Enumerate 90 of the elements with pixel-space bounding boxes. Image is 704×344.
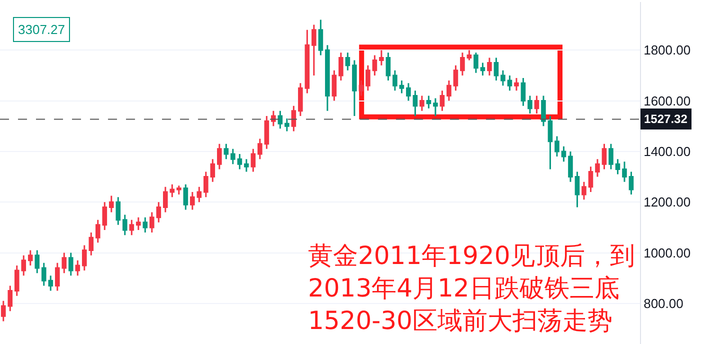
candlestick bbox=[34, 250, 40, 274]
y-tick-label: 1400.00 bbox=[644, 144, 691, 160]
candlestick bbox=[28, 250, 33, 266]
candlestick bbox=[528, 94, 532, 114]
candlestick bbox=[345, 52, 350, 72]
candlestick bbox=[122, 214, 128, 236]
candlestick bbox=[588, 166, 594, 193]
candlestick bbox=[379, 49, 384, 66]
candlestick bbox=[298, 82, 303, 117]
candlestick bbox=[406, 82, 411, 102]
candlestick bbox=[433, 98, 438, 117]
candlestick bbox=[176, 184, 182, 196]
annotation: 黄金2011年1920见顶后，到 2013年4月12日跌破铁三底 1520-30区域前大扫荡走势 bbox=[308, 241, 636, 335]
candlestick bbox=[264, 115, 270, 150]
candlestick bbox=[304, 29, 310, 94]
candlestick bbox=[358, 80, 364, 96]
candlestick bbox=[440, 90, 445, 112]
candlestick bbox=[325, 44, 330, 112]
candlestick bbox=[628, 170, 634, 196]
candlestick bbox=[386, 52, 391, 82]
y-tick-label: 1600.00 bbox=[644, 93, 691, 108]
candlestick bbox=[446, 80, 452, 102]
candlestick bbox=[608, 143, 614, 170]
candlestick bbox=[534, 94, 540, 114]
candlestick bbox=[190, 191, 195, 210]
candlestick bbox=[332, 70, 337, 102]
candlestick bbox=[453, 64, 458, 92]
candlestick bbox=[507, 74, 512, 92]
candlestick bbox=[514, 77, 519, 92]
candlestick bbox=[420, 94, 424, 112]
candlestick bbox=[568, 150, 573, 183]
candlestick bbox=[582, 181, 586, 200]
candlestick bbox=[399, 80, 404, 94]
candlestick bbox=[480, 62, 486, 76]
candlestick bbox=[426, 94, 432, 110]
candlestick bbox=[548, 115, 553, 170]
candlestick bbox=[520, 77, 526, 107]
candlestick bbox=[129, 219, 134, 236]
y-tick-label: 800.00 bbox=[644, 296, 684, 312]
y-tick-label: 1800.00 bbox=[644, 42, 691, 58]
candlestick bbox=[372, 54, 378, 76]
candlestick bbox=[230, 148, 236, 165]
candlestick bbox=[210, 158, 216, 183]
candlestick bbox=[541, 94, 546, 127]
candlestick bbox=[494, 56, 499, 82]
candlestick bbox=[561, 146, 566, 162]
candlestick bbox=[602, 143, 607, 170]
candlestick bbox=[392, 70, 398, 92]
candlestick bbox=[574, 170, 580, 208]
candlestick bbox=[250, 148, 256, 172]
candlestick bbox=[595, 158, 600, 178]
candlestick bbox=[136, 216, 141, 231]
candlestick bbox=[224, 143, 229, 160]
y-tick-label: 1000.00 bbox=[644, 245, 691, 260]
candlestick bbox=[183, 184, 188, 210]
candlestick bbox=[244, 158, 249, 172]
candlestick bbox=[204, 170, 208, 198]
candlestick bbox=[466, 49, 472, 62]
candlestick bbox=[318, 18, 324, 56]
candlestick bbox=[291, 105, 296, 132]
candlestick bbox=[615, 158, 620, 176]
candlestick bbox=[156, 201, 162, 224]
candlestick bbox=[500, 70, 506, 86]
y-tick-label: 1200.00 bbox=[644, 194, 691, 210]
candlestick bbox=[278, 110, 283, 130]
candlestick bbox=[312, 24, 316, 76]
candlestick bbox=[352, 60, 357, 117]
candlestick bbox=[170, 184, 175, 198]
candlestick bbox=[474, 52, 478, 74]
annotation: 3307.27 bbox=[18, 22, 65, 37]
candlestick bbox=[149, 212, 154, 234]
candlestick bbox=[163, 186, 168, 214]
candlestick bbox=[366, 64, 370, 92]
candlestick bbox=[217, 143, 222, 170]
candlestick bbox=[116, 196, 121, 226]
ref-line-label: 1527.32 bbox=[644, 112, 688, 126]
candlestick bbox=[196, 186, 202, 203]
candlestick bbox=[460, 52, 465, 76]
candlestick bbox=[258, 138, 262, 160]
candlestick bbox=[108, 195, 114, 214]
candlestick bbox=[75, 260, 80, 276]
candlestick bbox=[284, 118, 290, 132]
candlestick bbox=[554, 136, 560, 158]
candlestick bbox=[237, 153, 242, 170]
candlestick bbox=[142, 216, 148, 234]
candlestick bbox=[622, 160, 627, 183]
candlestick bbox=[338, 52, 344, 82]
candlestick bbox=[68, 252, 74, 276]
candlestick bbox=[487, 56, 492, 76]
candlestick bbox=[412, 90, 418, 117]
